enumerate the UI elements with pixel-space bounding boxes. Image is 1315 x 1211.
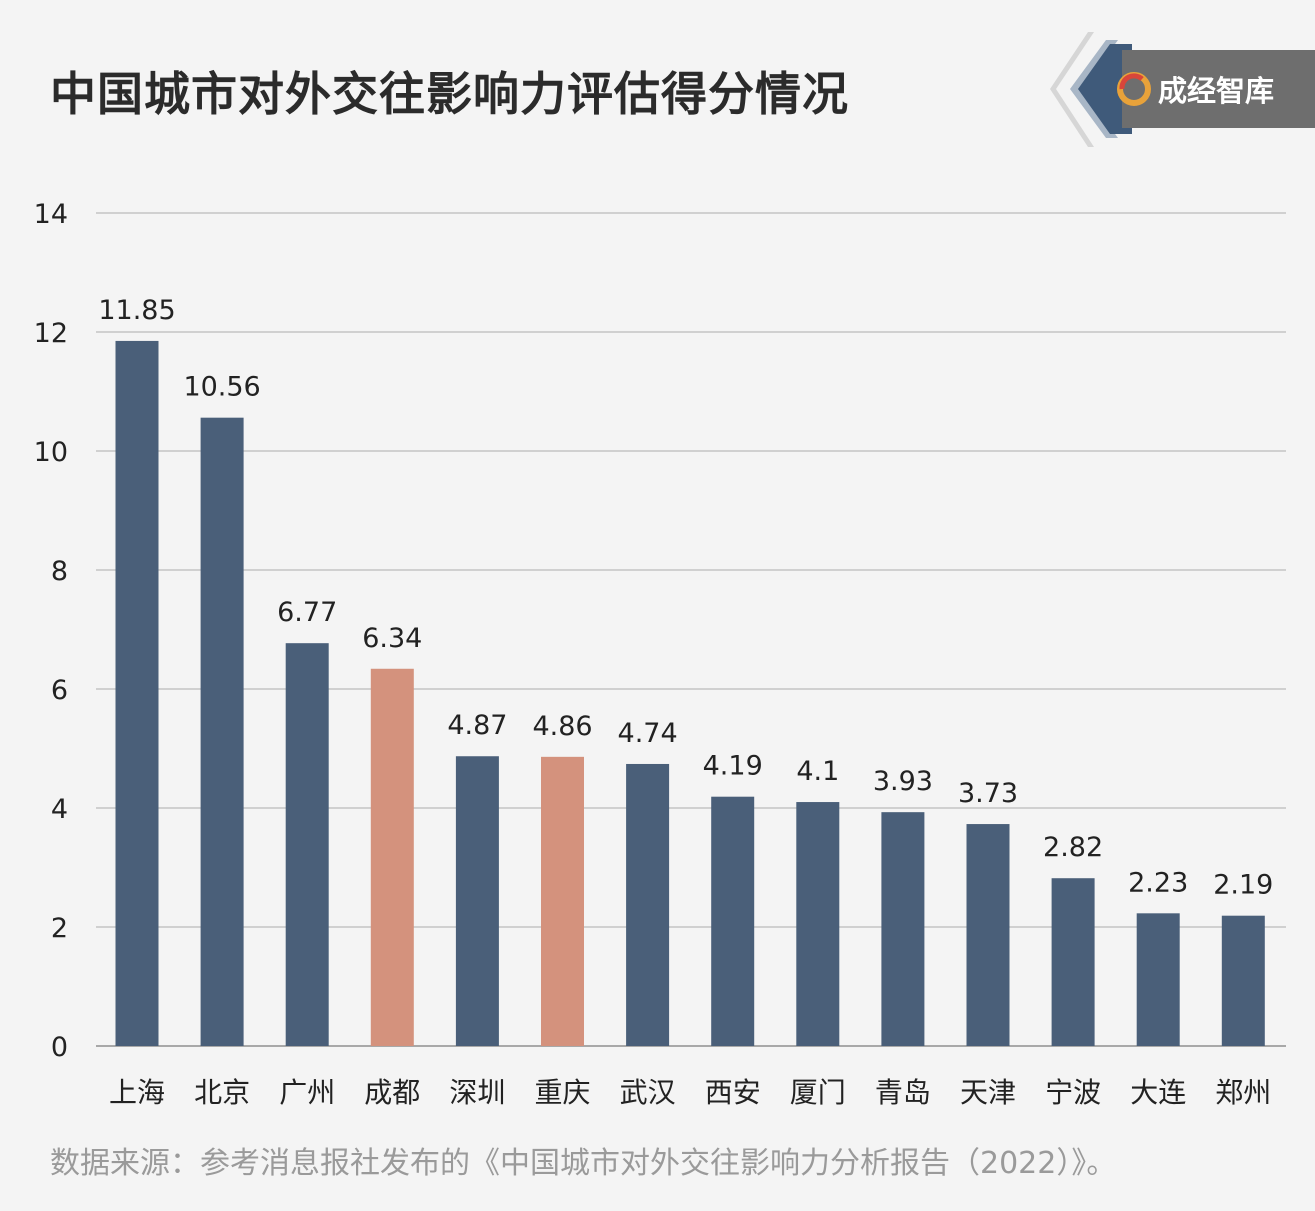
bar-value-label: 4.19: [703, 751, 763, 782]
bar-value-label: 3.93: [873, 766, 933, 797]
bar: [1221, 915, 1265, 1046]
bar: [626, 763, 670, 1046]
x-category-label: 大连: [1130, 1076, 1186, 1109]
x-category-label: 北京: [194, 1076, 250, 1109]
x-category-label: 天津: [960, 1076, 1016, 1109]
bar: [1051, 878, 1095, 1046]
bar-value-label: 2.19: [1213, 870, 1273, 901]
bar-value-label: 4.1: [796, 756, 839, 787]
bar: [1136, 913, 1180, 1046]
y-tick-label: 0: [51, 1032, 68, 1063]
bar-value-label: 2.82: [1043, 832, 1103, 863]
bar: [370, 668, 414, 1046]
bar-value-label: 3.73: [958, 778, 1018, 809]
y-tick-label: 2: [51, 913, 68, 944]
logo-plate: [1122, 50, 1315, 128]
bar-value-label: 6.34: [362, 623, 422, 654]
chart-title: 中国城市对外交往影响力评估得分情况: [50, 67, 849, 121]
logo-chevron-dark: [1078, 44, 1132, 134]
bar-value-label: 4.74: [618, 718, 678, 749]
bar-value-label: 4.87: [447, 710, 507, 741]
bar: [541, 756, 584, 1046]
x-category-label: 广州: [279, 1076, 335, 1109]
x-category-label: 厦门: [790, 1076, 846, 1109]
bar: [711, 796, 755, 1046]
x-category-label: 西安: [705, 1076, 761, 1109]
bar-value-label: 2.23: [1128, 867, 1188, 898]
y-tick-label: 6: [51, 675, 68, 706]
bar: [200, 417, 244, 1046]
y-tick-label: 4: [51, 794, 68, 825]
logo-swirl-accent: [1119, 73, 1144, 90]
x-category-label: 成都: [364, 1076, 420, 1109]
bar: [115, 340, 159, 1046]
x-category-label: 上海: [109, 1076, 165, 1109]
x-category-label: 宁波: [1045, 1076, 1101, 1109]
bar-value-label: 6.77: [277, 597, 337, 628]
x-category-label: 武汉: [620, 1076, 676, 1109]
x-category-label: 郑州: [1215, 1076, 1271, 1109]
x-category-label: 深圳: [449, 1076, 505, 1109]
bar: [966, 824, 1010, 1046]
y-tick-label: 14: [34, 199, 68, 230]
logo-badge: [1050, 32, 1315, 147]
y-tick-label: 8: [51, 556, 68, 587]
x-category-label: 青岛: [875, 1076, 931, 1109]
bar-value-label: 11.85: [98, 295, 175, 326]
x-category-label: 重庆: [534, 1076, 590, 1109]
source-note: 数据来源：参考消息报社发布的《中国城市对外交往影响力分析报告（2022）》。: [50, 1146, 1117, 1181]
bar: [455, 756, 499, 1046]
bar-value-label: 10.56: [183, 372, 260, 403]
y-tick-label: 10: [34, 437, 68, 468]
bar: [796, 802, 840, 1046]
bar-value-label: 4.86: [532, 711, 592, 742]
y-tick-label: 12: [34, 318, 68, 349]
bar: [881, 812, 925, 1046]
bar: [285, 643, 329, 1046]
logo-text: 成经智库: [1158, 74, 1275, 108]
